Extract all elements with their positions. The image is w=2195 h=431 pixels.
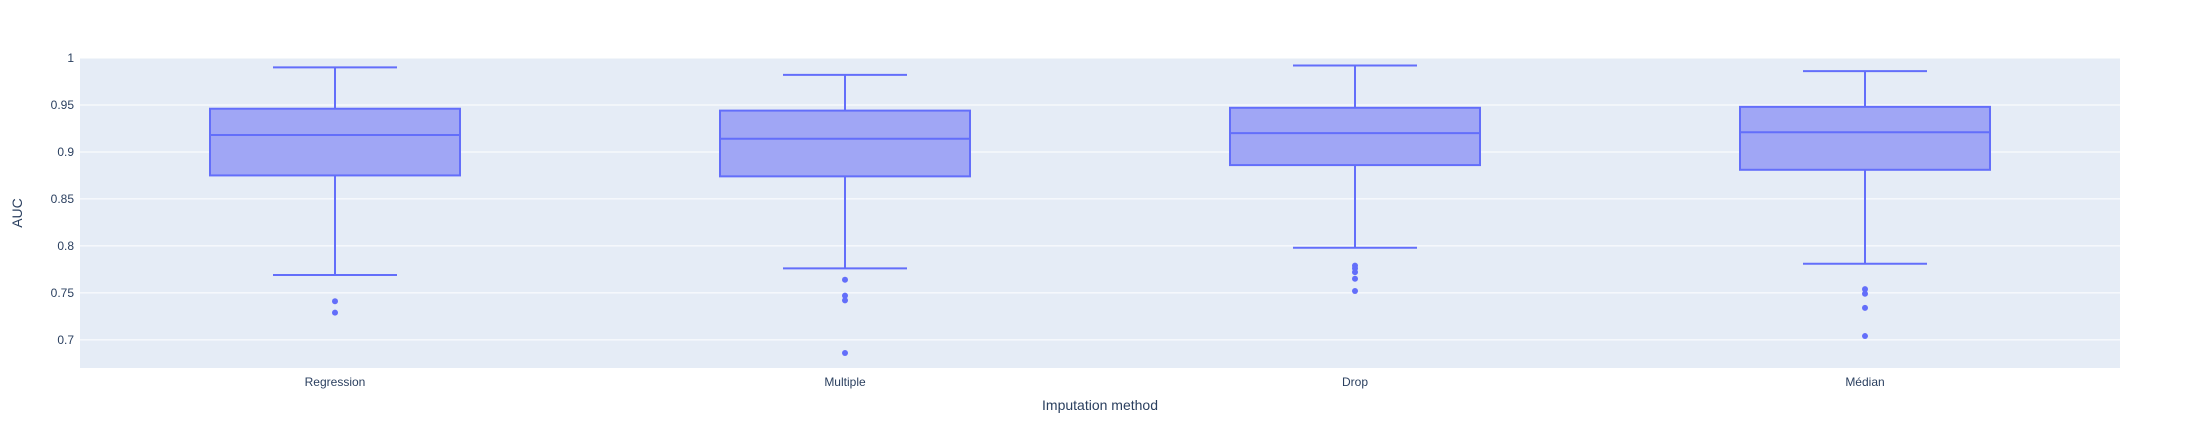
y-tick-label: 1	[67, 51, 74, 65]
outlier-point	[1862, 290, 1868, 297]
iqr-box	[1229, 106, 1481, 167]
outlier-point	[1352, 269, 1358, 276]
iqr-box	[1739, 105, 1991, 171]
y-tick-labels: 0.7 0.75 0.8 0.85 0.9 0.95 1	[51, 51, 75, 347]
y-tick-label: 0.7	[57, 333, 74, 347]
outlier-point	[1352, 275, 1358, 282]
box-1	[719, 73, 971, 356]
box-2	[1229, 64, 1481, 294]
outlier-point	[842, 276, 848, 283]
y-tick-label: 0.75	[51, 286, 75, 300]
outlier-point	[842, 297, 848, 304]
y-tick-label: 0.85	[51, 192, 75, 206]
iqr-box	[209, 107, 461, 177]
y-tick-label: 0.9	[57, 145, 74, 159]
outlier-point	[1862, 333, 1868, 340]
outlier-point	[332, 298, 338, 305]
x-tick-label: Regression	[305, 375, 366, 389]
y-axis-title: AUC	[9, 198, 25, 228]
y-grid-lines	[80, 57, 2120, 341]
x-tick-label: Médian	[1845, 375, 1884, 389]
x-axis-title: Imputation method	[1042, 397, 1158, 413]
box-series	[209, 64, 1991, 356]
y-tick-label: 0.95	[51, 98, 75, 112]
x-tick-labels: Regression Multiple Drop Médian	[305, 375, 1885, 389]
x-tick-label: Drop	[1342, 375, 1368, 389]
outlier-point	[332, 309, 338, 316]
outlier-point	[842, 349, 848, 356]
outlier-point	[1862, 286, 1868, 293]
box-3	[1739, 70, 1991, 340]
outlier-point	[1352, 287, 1358, 294]
outlier-point	[1862, 304, 1868, 311]
x-tick-label: Multiple	[824, 375, 866, 389]
y-tick-label: 0.8	[57, 239, 74, 253]
box-0	[209, 66, 461, 316]
outlier-point	[842, 292, 848, 299]
iqr-box	[719, 109, 971, 178]
